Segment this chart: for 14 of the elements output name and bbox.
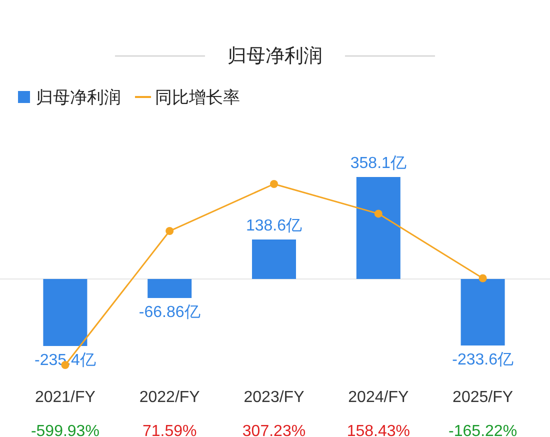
data-label: 307.23%: [242, 423, 306, 437]
x-tick-label: 2021/FY: [34, 389, 96, 406]
data-label: -599.93%: [30, 423, 100, 437]
x-tick-label: 2022/FY: [139, 389, 200, 406]
x-tick-label: 2024/FY: [348, 389, 409, 406]
x-tick-label: 2025/FY: [452, 389, 514, 406]
data-label: -165.22%: [448, 423, 518, 437]
data-label: 158.43%: [346, 423, 410, 437]
legend-label: 同比增长率: [155, 88, 240, 107]
data-label: 71.59%: [142, 423, 197, 437]
legend-label: 归母净利润: [36, 88, 121, 107]
title: 归母净利润: [228, 46, 322, 67]
x-tick-label: 2023/FY: [244, 389, 305, 406]
data-label: 358.1亿: [350, 155, 406, 172]
